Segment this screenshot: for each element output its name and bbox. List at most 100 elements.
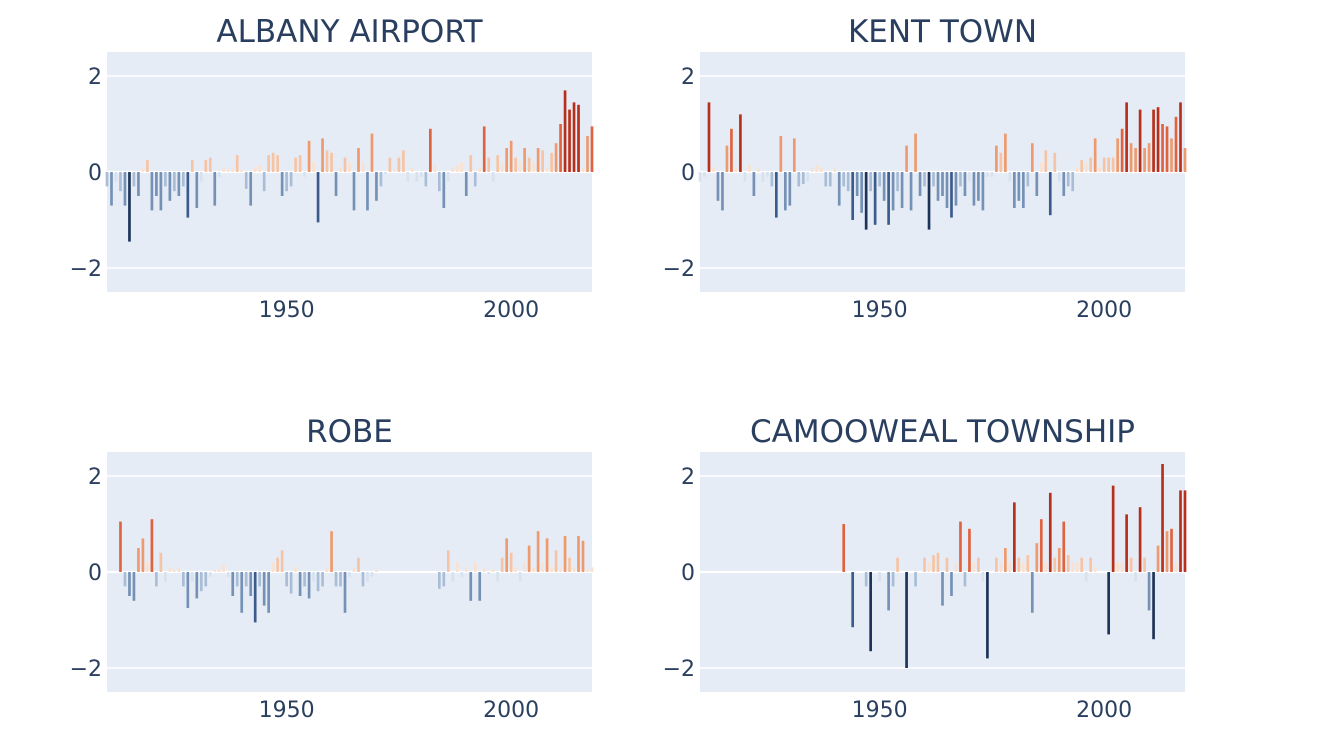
bar: [186, 572, 190, 608]
bar: [182, 172, 185, 187]
bar: [878, 172, 881, 187]
bar: [303, 172, 306, 177]
bar: [361, 162, 365, 172]
bar: [258, 572, 262, 587]
bar: [1013, 502, 1016, 572]
bar: [375, 569, 378, 572]
x-tick-label: 1950: [852, 698, 908, 723]
bar: [155, 572, 158, 587]
bar: [1111, 157, 1115, 172]
bar: [1152, 572, 1155, 640]
bar: [226, 572, 230, 577]
bar: [563, 536, 567, 572]
bar: [393, 169, 396, 172]
bar: [1129, 557, 1133, 572]
bar: [298, 155, 302, 172]
bar: [1026, 555, 1030, 572]
bar: [788, 172, 792, 206]
bar: [550, 567, 553, 572]
bar: [518, 162, 522, 172]
bar: [936, 172, 940, 201]
bar: [770, 172, 774, 187]
bar: [541, 562, 544, 572]
bar: [424, 172, 428, 187]
bar: [523, 148, 526, 172]
bar: [855, 172, 859, 196]
bar: [846, 172, 850, 192]
bar: [177, 172, 181, 196]
bar: [725, 145, 729, 172]
bar: [253, 167, 257, 172]
bar: [505, 148, 509, 172]
bar: [1125, 102, 1128, 172]
subplot-robe: −2 0 2 1950 2000 ROBE: [70, 414, 594, 723]
bar: [536, 148, 540, 172]
bar: [473, 562, 477, 572]
bar: [1134, 148, 1137, 172]
bar: [887, 572, 890, 611]
y-tick-label: 0: [88, 161, 102, 186]
bar: [586, 136, 589, 172]
bar: [757, 167, 760, 172]
bar: [289, 572, 293, 594]
bar: [842, 524, 846, 572]
bar: [303, 572, 306, 587]
bar: [159, 172, 163, 211]
bar: [164, 172, 167, 187]
y-tick-label: 2: [88, 65, 102, 90]
bar: [208, 157, 212, 172]
bar: [1030, 572, 1034, 613]
bar: [226, 169, 230, 172]
bar: [963, 172, 967, 196]
bar: [995, 557, 998, 572]
bar: [914, 133, 917, 172]
bar: [388, 157, 392, 172]
bar: [437, 572, 441, 589]
bar: [307, 572, 311, 599]
bar: [1044, 150, 1048, 172]
bar: [137, 548, 140, 572]
bar: [343, 572, 347, 613]
bar: [509, 140, 513, 172]
bar: [240, 572, 244, 613]
bar: [110, 172, 113, 206]
bar: [577, 536, 580, 572]
bar: [123, 572, 127, 587]
bar: [1107, 572, 1110, 635]
bar: [815, 164, 819, 172]
bar: [244, 572, 248, 587]
bar: [429, 128, 432, 172]
bar: [923, 557, 926, 572]
bar: [119, 172, 122, 192]
bar: [981, 572, 985, 582]
bar: [500, 162, 504, 172]
bar: [1017, 172, 1021, 201]
bar: [496, 155, 500, 172]
bar: [568, 109, 571, 172]
bar: [258, 164, 262, 172]
bar: [1152, 109, 1155, 172]
bar: [887, 172, 890, 225]
bar: [105, 172, 109, 187]
bar: [1013, 172, 1016, 208]
bar: [833, 167, 837, 172]
bar: [325, 567, 329, 572]
bar: [357, 557, 360, 572]
bar: [541, 150, 544, 172]
bar: [523, 562, 526, 572]
bar: [1120, 562, 1124, 572]
bar: [312, 572, 315, 582]
bar: [716, 172, 720, 201]
bar: [240, 169, 244, 172]
bar: [1080, 557, 1084, 572]
bar: [321, 572, 324, 587]
bar: [977, 557, 980, 572]
bar: [806, 172, 810, 182]
bar: [1138, 507, 1142, 572]
bar: [545, 167, 549, 172]
bar: [478, 572, 482, 601]
bar: [1125, 514, 1128, 572]
bar: [1179, 490, 1182, 572]
bar: [1084, 572, 1088, 582]
